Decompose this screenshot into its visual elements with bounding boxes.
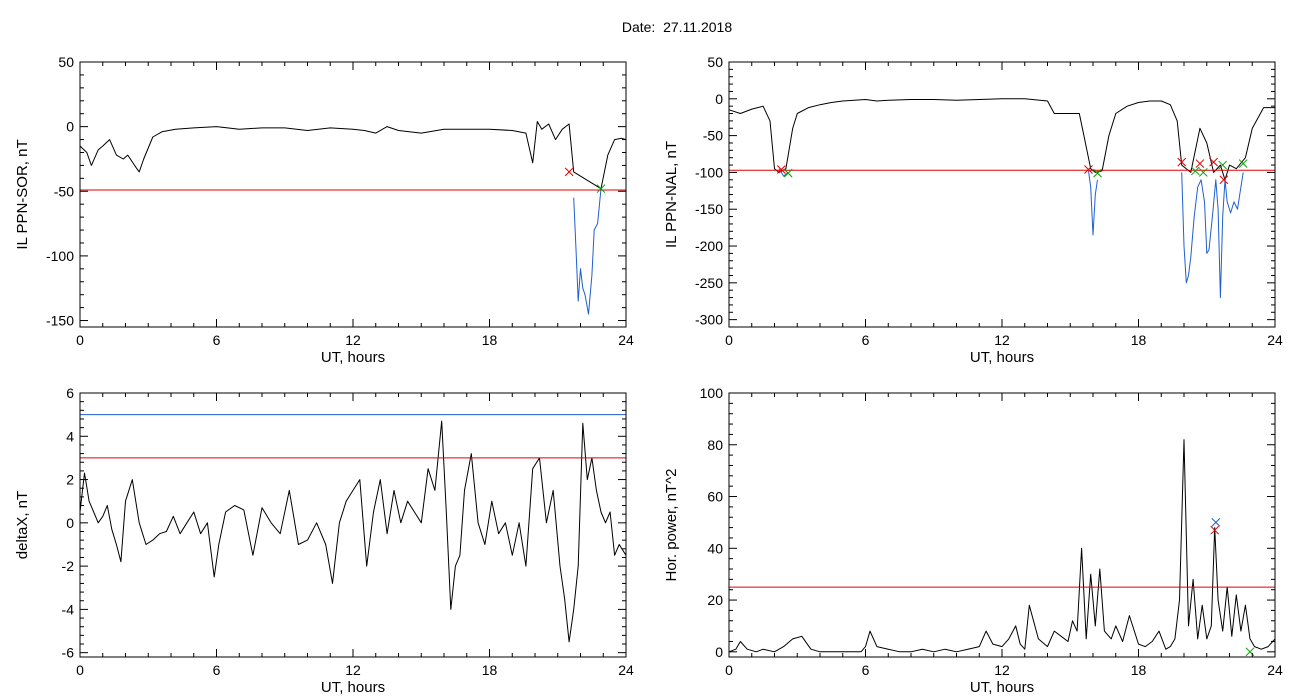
cross-marker-2 [783, 168, 793, 178]
y-axis-label: IL PPN-NAL, nT [663, 141, 680, 248]
y-tick-label: 0 [66, 515, 74, 531]
series-line-2 [778, 168, 789, 177]
cross-marker-10 [1218, 160, 1228, 170]
x-tick-label: 12 [345, 662, 361, 678]
y-tick-label: 2 [66, 472, 74, 488]
y-tick-label: -50 [54, 183, 74, 199]
y-tick-label: -50 [703, 128, 723, 144]
x-tick-label: 18 [482, 332, 498, 348]
x-tick-label: 0 [76, 662, 84, 678]
panel-3: 0 6 12 18 24 6 4 2 0 -2 -4 -6 UT, hours deltaX, nT [14, 385, 634, 696]
series-line-1 [79, 121, 627, 190]
x-tick-label: 18 [482, 662, 498, 678]
series-line-2 [573, 188, 602, 315]
x-tick-label: 12 [994, 332, 1010, 348]
x-tick-label: 18 [1131, 332, 1147, 348]
y-tick-label: 100 [700, 385, 724, 401]
x-tick-label: 0 [725, 662, 733, 678]
x-tick-label: 18 [1131, 662, 1147, 678]
x-tick-label: 6 [213, 662, 221, 678]
cross-marker-6 [1191, 166, 1200, 176]
y-tick-label: -200 [695, 238, 723, 254]
y-tick-label: 40 [707, 540, 723, 556]
panel-4: 0 6 12 18 24 100 80 60 40 20 0 UT, hours Hor. power,… [663, 385, 1283, 696]
y-tick-label: 0 [715, 91, 723, 107]
cross-marker-5 [1177, 157, 1187, 167]
plot-frame [79, 392, 627, 658]
plot-frame [79, 61, 627, 328]
y-axis-label: Hor. power, nT^2 [663, 469, 680, 582]
y-tick-label: -100 [695, 164, 723, 180]
x-tick-label: 6 [213, 332, 221, 348]
y-tick-label: 4 [66, 428, 74, 444]
cross-marker-4 [1093, 168, 1102, 178]
x-tick-label: 24 [618, 332, 634, 348]
x-tick-label: 0 [725, 332, 733, 348]
x-tick-label: 24 [1267, 332, 1283, 348]
series-line-3 [1088, 170, 1098, 236]
cross-marker-3 [1084, 165, 1093, 174]
y-tick-label: -150 [695, 201, 723, 217]
plot-frame [728, 392, 1276, 658]
panel-2: 0 6 12 18 24 50 0 -50 -100 -150 -200 -250 -300 UT, ho… [663, 54, 1283, 366]
cross-marker-7 [1195, 159, 1205, 168]
cross-marker-2 [1211, 518, 1221, 527]
x-axis-label: UT, hours [970, 679, 1034, 696]
x-tick-label: 12 [994, 662, 1010, 678]
series-line-1 [79, 420, 627, 643]
x-tick-label: 0 [76, 332, 84, 348]
y-tick-label: -250 [695, 275, 723, 291]
y-tick-label: 0 [66, 119, 74, 135]
series-line-1 [728, 439, 1276, 653]
cross-marker-11 [1219, 175, 1229, 185]
cross-marker-1 [564, 167, 574, 177]
y-tick-label: -2 [62, 558, 75, 574]
x-tick-label: 6 [862, 332, 870, 348]
y-axis-label: IL PPN-SOR, nT [14, 139, 31, 249]
y-tick-label: 50 [707, 54, 723, 70]
series-line-4 [1181, 172, 1244, 299]
x-tick-label: 24 [1267, 662, 1283, 678]
series-line-1 [728, 98, 1275, 181]
y-tick-label: 6 [66, 385, 74, 401]
y-tick-label: 50 [58, 54, 74, 70]
panel-1: 0 6 12 18 24 50 0 -50 -100 -150 UT, hours IL PPN-SO… [14, 54, 634, 366]
cross-marker-8 [1198, 168, 1208, 177]
x-tick-label: 24 [618, 662, 634, 678]
y-tick-label: -150 [46, 313, 74, 329]
x-axis-label: UT, hours [321, 679, 385, 696]
y-tick-label: 20 [707, 592, 723, 608]
y-tick-label: -300 [695, 312, 723, 328]
y-tick-label: -6 [62, 645, 75, 661]
plot-frame [728, 61, 1276, 328]
y-tick-label: 60 [707, 489, 723, 505]
cross-marker-1 [776, 165, 786, 174]
cross-marker-3 [1245, 647, 1255, 657]
y-axis-label: deltaX, nT [14, 491, 31, 559]
y-tick-label: 80 [707, 437, 723, 453]
page-title: Date: 27.11.2018 [621, 19, 733, 35]
cross-marker-2 [596, 184, 606, 194]
cross-marker-9 [1209, 157, 1218, 167]
x-axis-label: UT, hours [970, 349, 1034, 366]
cross-marker-1 [1210, 525, 1220, 535]
y-tick-label: -100 [46, 248, 74, 264]
x-tick-label: 12 [345, 332, 361, 348]
y-tick-label: -4 [62, 601, 75, 617]
x-tick-label: 6 [862, 662, 870, 678]
x-axis-label: UT, hours [321, 349, 385, 366]
y-tick-label: 0 [715, 644, 723, 660]
cross-marker-12 [1238, 159, 1248, 168]
